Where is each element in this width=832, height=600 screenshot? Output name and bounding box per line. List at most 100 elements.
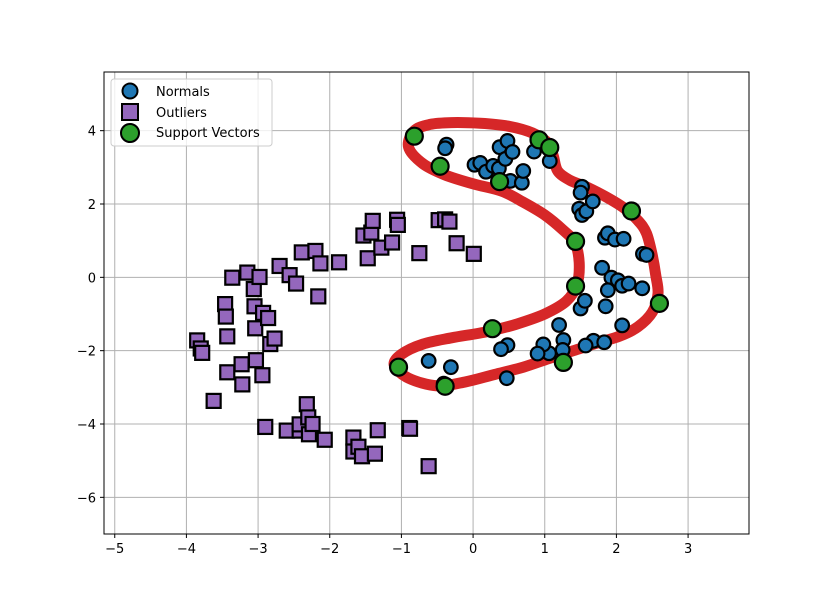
normal-point — [638, 247, 655, 263]
outlier-point — [411, 245, 428, 262]
legend: Normals Outliers Support Vectors — [110, 78, 273, 147]
outlier-point — [366, 445, 383, 462]
outlier-point — [316, 431, 333, 448]
outlier-point — [312, 255, 329, 272]
normal-point — [551, 317, 567, 333]
y-tick-label: 0 — [88, 271, 96, 286]
outlier-point — [266, 330, 283, 347]
outlier-point — [247, 352, 265, 369]
outlier-point — [254, 367, 271, 384]
outlier-point — [234, 376, 251, 393]
x-tick-label: 1 — [541, 542, 549, 557]
normal-point — [504, 144, 521, 160]
support-vector-point — [490, 172, 510, 192]
support-vector-point — [649, 293, 670, 313]
support-vector-point — [565, 231, 586, 251]
legend-outliers-label: Outliers — [156, 106, 207, 121]
series-outliers — [189, 211, 482, 475]
outlier-point — [260, 309, 277, 327]
data-points — [189, 126, 670, 475]
outlier-point — [287, 275, 305, 292]
outlier-point — [247, 320, 264, 337]
normal-point — [584, 193, 601, 210]
decision-boundary-path — [388, 117, 664, 392]
outlier-point — [304, 415, 321, 433]
normal-point — [515, 163, 532, 179]
support-vector-point — [388, 357, 409, 377]
outlier-point — [224, 269, 241, 286]
support-vector-point — [565, 276, 586, 296]
outlier-point — [293, 244, 310, 261]
outlier-point — [441, 213, 458, 230]
normal-point — [577, 337, 594, 354]
x-tick-label: −5 — [105, 542, 124, 557]
outlier-point — [389, 216, 406, 233]
outlier-point — [219, 328, 236, 345]
x-tick-label: 0 — [469, 542, 477, 557]
legend-box — [110, 78, 273, 147]
outlier-point — [369, 422, 386, 439]
outlier-point — [257, 418, 274, 436]
normal-point — [572, 184, 589, 201]
decision-boundary — [388, 117, 664, 392]
support-vector-point — [540, 137, 560, 158]
outlier-point — [233, 356, 250, 373]
normal-point — [529, 345, 546, 362]
outlier-point — [251, 268, 268, 286]
outlier-point — [359, 250, 376, 267]
legend-support-vectors-label: Support Vectors — [156, 126, 260, 141]
y-tick-label: −4 — [77, 418, 96, 433]
normal-point — [594, 259, 610, 276]
y-tick-label: 2 — [88, 198, 96, 213]
plot-frame — [103, 71, 750, 535]
normal-point — [596, 334, 613, 351]
series-support-vectors — [388, 126, 670, 396]
support-vector-point — [435, 376, 455, 396]
outlier-point — [465, 245, 482, 262]
outlier-point — [298, 396, 315, 413]
normal-point — [615, 230, 632, 247]
normal-point — [576, 292, 593, 309]
legend-normals-marker — [121, 82, 139, 100]
y-tick-label: −6 — [77, 491, 96, 506]
normal-point — [442, 359, 459, 376]
normal-point — [599, 282, 616, 299]
normal-point — [493, 341, 509, 358]
support-vector-point — [621, 201, 642, 221]
outlier-point — [205, 392, 222, 409]
outlier-point — [420, 458, 437, 475]
axis-ticks: −5 −4 −3 −2 −1 0 1 2 3 −6 −4 −2 0 2 4 — [77, 125, 692, 557]
outlier-point — [364, 212, 381, 229]
normal-point — [420, 353, 437, 369]
normal-point — [498, 370, 515, 387]
y-tick-label: 4 — [88, 125, 96, 140]
normal-point — [437, 140, 454, 157]
support-vector-point — [404, 126, 424, 146]
x-tick-label: −3 — [248, 542, 267, 557]
normal-point — [597, 298, 614, 315]
support-vector-point — [482, 319, 503, 339]
legend-normals-label: Normals — [156, 85, 210, 100]
outlier-point — [384, 234, 401, 251]
legend-support-vectors-marker — [120, 123, 140, 143]
outlier-point — [219, 364, 236, 381]
x-tick-label: −4 — [177, 542, 196, 557]
y-tick-label: −2 — [77, 345, 96, 360]
normal-point — [634, 280, 651, 297]
x-tick-label: 3 — [684, 542, 692, 557]
outlier-point — [401, 420, 419, 437]
x-tick-label: 2 — [612, 542, 620, 557]
legend-outliers-marker — [121, 103, 139, 121]
support-vector-point — [553, 352, 573, 372]
outlier-point — [330, 254, 348, 271]
support-vector-point — [430, 156, 450, 176]
outlier-point — [194, 344, 211, 361]
x-tick-label: −1 — [392, 542, 411, 557]
outlier-point — [448, 235, 465, 252]
normal-point — [614, 317, 631, 334]
outlier-point — [310, 288, 327, 305]
normal-point — [620, 275, 637, 292]
series-normals — [420, 133, 655, 392]
outlier-point — [217, 308, 234, 325]
